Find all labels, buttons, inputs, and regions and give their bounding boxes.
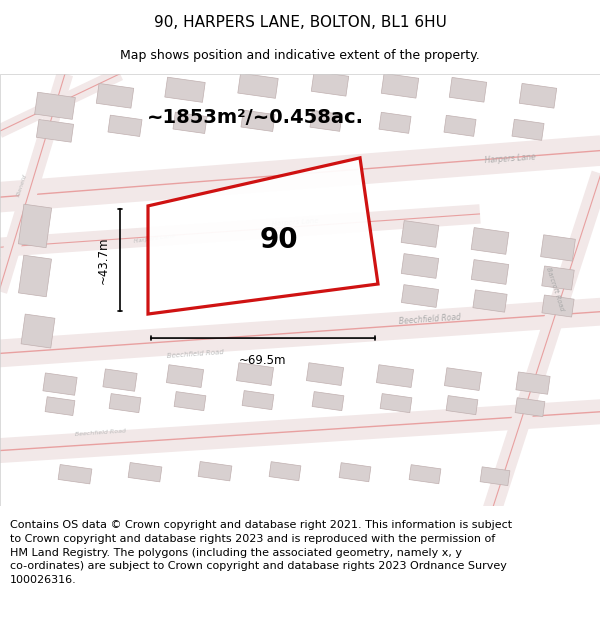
- Bar: [165, 78, 205, 102]
- Bar: [103, 369, 137, 391]
- Bar: [242, 391, 274, 409]
- Bar: [445, 368, 482, 391]
- Bar: [380, 394, 412, 412]
- Bar: [376, 365, 413, 388]
- Bar: [173, 112, 207, 134]
- Text: Harpers Lane: Harpers Lane: [271, 217, 319, 227]
- Text: Map shows position and indicative extent of the property.: Map shows position and indicative extent…: [120, 49, 480, 62]
- Bar: [339, 462, 371, 482]
- Bar: [449, 78, 487, 102]
- Bar: [238, 73, 278, 98]
- Bar: [35, 92, 76, 119]
- Bar: [19, 204, 52, 248]
- Bar: [471, 259, 509, 284]
- Bar: [444, 115, 476, 136]
- Polygon shape: [148, 158, 378, 314]
- Text: ~43.7m: ~43.7m: [97, 236, 110, 284]
- Text: Contains OS data © Crown copyright and database right 2021. This information is : Contains OS data © Crown copyright and d…: [10, 521, 512, 585]
- Bar: [108, 115, 142, 136]
- Bar: [542, 266, 574, 290]
- Text: Beechfield Road: Beechfield Road: [74, 429, 125, 437]
- Bar: [401, 221, 439, 248]
- Bar: [307, 362, 344, 386]
- Bar: [58, 464, 92, 484]
- Bar: [480, 467, 510, 486]
- Bar: [401, 254, 439, 278]
- Text: Beechfield Road: Beechfield Road: [166, 349, 224, 359]
- Text: Rieneld: Rieneld: [16, 173, 28, 197]
- Bar: [236, 362, 274, 386]
- Bar: [512, 119, 544, 141]
- Bar: [409, 464, 441, 484]
- Text: Harpers Lane: Harpers Lane: [484, 152, 536, 165]
- Bar: [96, 83, 134, 108]
- Text: Harpers Lane: Harpers Lane: [134, 233, 176, 244]
- Bar: [174, 392, 206, 411]
- Text: ~69.5m: ~69.5m: [239, 354, 287, 367]
- Bar: [128, 462, 162, 482]
- Bar: [401, 284, 439, 308]
- Bar: [471, 228, 509, 254]
- Bar: [166, 365, 203, 388]
- Text: 90: 90: [259, 226, 298, 254]
- Text: 90, HARPERS LANE, BOLTON, BL1 6HU: 90, HARPERS LANE, BOLTON, BL1 6HU: [154, 14, 446, 29]
- Bar: [269, 462, 301, 481]
- Bar: [381, 73, 419, 98]
- Bar: [515, 398, 545, 416]
- Bar: [473, 290, 507, 312]
- Bar: [519, 83, 557, 108]
- Bar: [198, 461, 232, 481]
- Bar: [311, 71, 349, 96]
- Bar: [19, 255, 52, 297]
- Bar: [43, 373, 77, 395]
- Text: ~1853m²/~0.458ac.: ~1853m²/~0.458ac.: [146, 108, 364, 127]
- Bar: [21, 314, 55, 348]
- Bar: [312, 392, 344, 411]
- Text: Beechfield Road: Beechfield Road: [398, 312, 461, 326]
- Bar: [109, 394, 141, 412]
- Bar: [541, 235, 575, 261]
- Bar: [379, 112, 411, 133]
- Bar: [542, 295, 574, 317]
- Bar: [37, 119, 74, 142]
- Bar: [45, 397, 75, 416]
- Bar: [310, 110, 342, 131]
- Text: Barcroft Road: Barcroft Road: [545, 267, 565, 312]
- Bar: [241, 110, 275, 131]
- Bar: [446, 396, 478, 414]
- Bar: [516, 372, 550, 394]
